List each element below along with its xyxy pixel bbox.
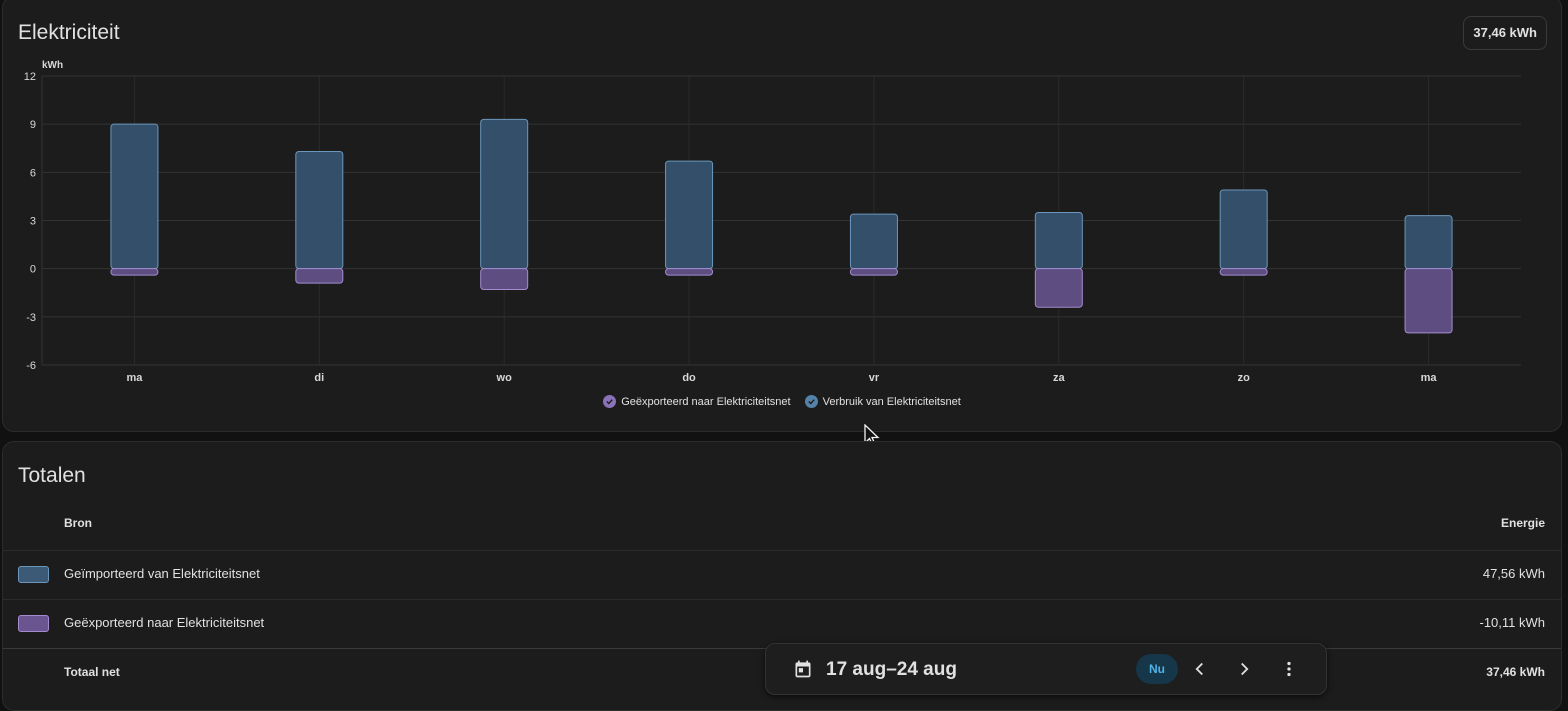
bar-consumption: [849, 213, 898, 270]
bar-consumption: [1219, 189, 1268, 270]
column-header-source: Bron: [64, 516, 92, 530]
legend-item-consumption[interactable]: Verbruik van Elektriciteitsnet: [804, 395, 961, 408]
legend-item-export[interactable]: Geëxporteerd naar Elektriciteitsnet: [603, 395, 791, 408]
y-tick-label: 0: [30, 264, 36, 276]
x-tick-label: ma: [126, 372, 143, 384]
bar-export: [1219, 268, 1268, 276]
x-tick-label: do: [682, 372, 696, 384]
x-tick-label: ma: [1421, 372, 1438, 384]
x-tick-label: za: [1053, 372, 1066, 384]
row-source: Geëxporteerd naar Elektriciteitsnet: [64, 615, 265, 630]
divider: [3, 550, 1561, 551]
electricity-card: Elektriciteit 37,46 kWh 12 9 6 3 0 -3 -6 kWh ma d…: [2, 0, 1562, 432]
check-circle-icon: [603, 395, 617, 408]
now-button[interactable]: Nu: [1136, 654, 1178, 684]
bar-export: [110, 268, 159, 276]
chevron-left-icon[interactable]: [1189, 658, 1211, 680]
calendar-icon[interactable]: [793, 659, 813, 679]
bar-consumption: [665, 160, 714, 270]
total-value: 37,46 kWh: [1486, 665, 1545, 679]
color-swatch: [18, 615, 49, 632]
y-tick-label: 9: [30, 119, 36, 131]
row-energy: 47,56 kWh: [1482, 566, 1545, 581]
y-unit-label: kWh: [42, 60, 63, 71]
legend-label: Geëxporteerd naar Elektriciteitsnet: [621, 395, 791, 408]
bar-consumption: [1034, 211, 1083, 270]
y-tick-label: -3: [26, 312, 36, 324]
card-title: Totalen: [18, 464, 86, 487]
row-source: Geïmporteerd van Elektriciteitsnet: [64, 566, 260, 581]
bar-consumption: [295, 150, 344, 270]
total-badge: 37,46 kWh: [1463, 16, 1547, 50]
bar-consumption: [1404, 215, 1453, 270]
x-tick-label: wo: [496, 372, 513, 384]
bar-export: [480, 268, 529, 291]
x-tick-label: vr: [869, 372, 880, 384]
bar-export: [849, 268, 898, 276]
color-swatch: [18, 566, 49, 583]
date-range[interactable]: 17 aug–24 aug: [826, 659, 957, 680]
table-row: Geëxporteerd naar Elektriciteitsnet -10,…: [3, 599, 1561, 647]
legend-label: Verbruik van Elektriciteitsnet: [822, 395, 961, 408]
chart-legend: Geëxporteerd naar Elektriciteitsnet Verb…: [3, 395, 1561, 408]
bar-consumption: [110, 123, 159, 270]
y-tick-label: -6: [26, 360, 36, 372]
bar-export: [665, 268, 714, 276]
bar-export: [1404, 268, 1453, 334]
x-tick-label: di: [314, 372, 324, 384]
row-energy: -10,11 kWh: [1479, 615, 1545, 630]
chevron-right-icon[interactable]: [1233, 658, 1255, 680]
y-tick-label: 3: [30, 216, 36, 228]
divider: [3, 599, 1561, 600]
date-navigation-bar: 17 aug–24 aug Nu: [765, 643, 1327, 695]
total-label: Totaal net: [64, 665, 120, 679]
table-row: Geïmporteerd van Elektriciteitsnet 47,56…: [3, 550, 1561, 598]
card-title: Elektriciteit: [18, 21, 120, 44]
more-vert-icon[interactable]: [1278, 658, 1300, 680]
y-tick-label: 12: [24, 71, 36, 83]
column-header-energy: Energie: [1500, 516, 1545, 530]
energy-chart: 12 9 6 3 0 -3 -6 kWh ma di wo do vr za zo ma: [24, 60, 1521, 384]
y-tick-label: 6: [30, 167, 36, 179]
bar-export: [295, 268, 344, 284]
bar-export: [1034, 268, 1083, 308]
bar-consumption: [480, 118, 529, 270]
total-row: Totaal net 37,46 kWh: [3, 648, 1561, 696]
x-tick-label: zo: [1238, 372, 1251, 384]
check-circle-icon: [804, 395, 818, 408]
